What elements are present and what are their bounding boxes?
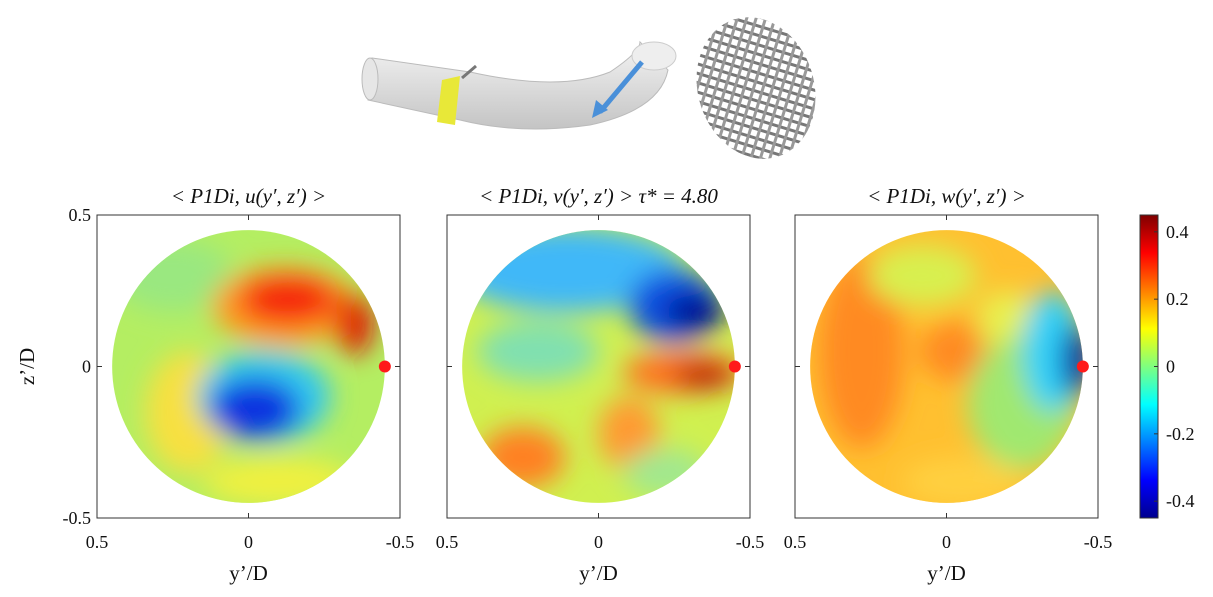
x-tick-label: 0.5 <box>784 532 807 552</box>
field-blob <box>477 321 599 382</box>
x-tick-label: -0.5 <box>386 532 415 552</box>
x-tick-label: 0 <box>594 532 603 552</box>
panel-title: < P1Di, w(y′, z′) > <box>867 184 1026 208</box>
x-tick-label: -0.5 <box>736 532 765 552</box>
x-tick-label: 0.5 <box>86 532 109 552</box>
field-blob <box>1061 324 1083 397</box>
x-tick-label: 0 <box>942 532 951 552</box>
field-blob <box>336 293 373 355</box>
y-axis-label: z’/D <box>15 348 39 385</box>
probe-point <box>378 360 391 373</box>
field-blob <box>203 457 355 503</box>
x-axis-label: y’/D <box>229 561 268 585</box>
field-blob <box>239 275 337 325</box>
pipe-illustration <box>361 40 677 130</box>
x-axis-label: y’/D <box>579 561 618 585</box>
colorbar-tick-label: -0.4 <box>1166 491 1195 511</box>
x-tick-label: -0.5 <box>1084 532 1113 552</box>
y-tick-label: 0.5 <box>69 205 92 225</box>
x-tick-label: 0.5 <box>436 532 459 552</box>
mesh-illustration <box>696 17 816 159</box>
field-blob <box>665 293 726 331</box>
colorbar-tick-label: 0.2 <box>1166 289 1189 309</box>
field-blobs <box>819 245 1083 503</box>
contour-field <box>810 230 1083 503</box>
probe-point <box>1076 360 1089 373</box>
field-blob <box>622 448 708 497</box>
contour-field <box>112 230 385 503</box>
colorbar-tick-label: -0.2 <box>1166 424 1195 444</box>
panel-title: < P1Di, u(y′, z′) > <box>171 184 326 208</box>
field-blob <box>674 363 735 388</box>
y-tick-label: -0.5 <box>63 508 92 528</box>
x-tick-label: 0 <box>244 532 253 552</box>
field-blob <box>867 245 977 306</box>
field-blob <box>209 378 301 440</box>
field-blob <box>480 427 566 488</box>
panel-title: < P1Di, v(y′, z′) > τ* = 4.80 <box>479 184 718 208</box>
colorbar-tick-label: 0.4 <box>1166 222 1189 242</box>
probe-point <box>728 360 741 373</box>
colorbar-tick-label: 0 <box>1166 357 1175 377</box>
x-axis-label: y’/D <box>927 561 966 585</box>
y-tick-label: 0 <box>82 357 91 377</box>
contour-field <box>462 230 735 503</box>
field-blob <box>819 254 905 449</box>
field-blob <box>598 396 660 470</box>
field-blob <box>901 457 1023 503</box>
